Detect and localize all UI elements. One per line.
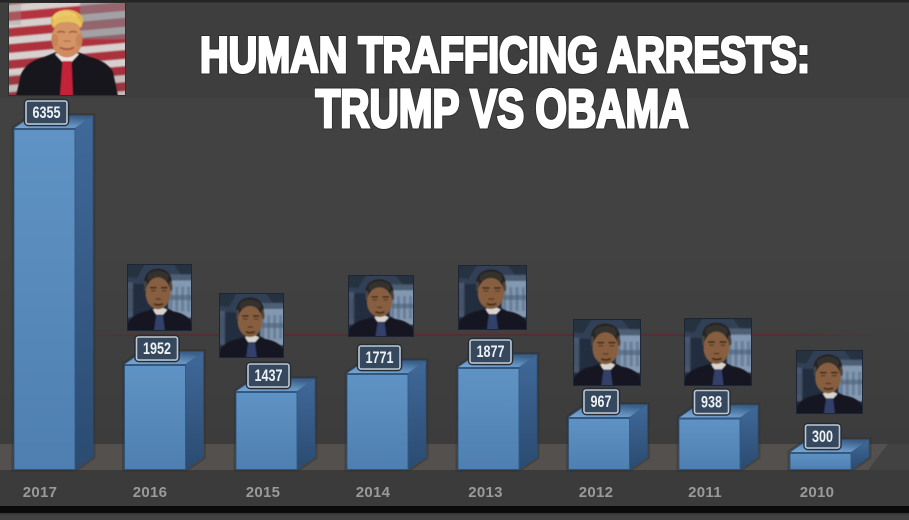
svg-text:967: 967 [591, 392, 612, 411]
svg-text:300: 300 [812, 427, 833, 446]
svg-text:2012: 2012 [579, 484, 614, 501]
svg-text:TRUMP VS OBAMA: TRUMP VS OBAMA [316, 79, 689, 139]
svg-text:1771: 1771 [366, 348, 394, 367]
svg-text:HUMAN TRAFFICING ARRESTS:: HUMAN TRAFFICING ARRESTS: [200, 27, 810, 83]
svg-text:2013: 2013 [468, 484, 503, 501]
svg-text:6355: 6355 [33, 103, 61, 122]
svg-text:1877: 1877 [477, 342, 505, 361]
svg-text:1437: 1437 [255, 366, 283, 385]
svg-text:2016: 2016 [133, 484, 168, 501]
svg-text:2014: 2014 [356, 484, 391, 501]
svg-text:938: 938 [701, 393, 722, 412]
svg-text:TRUMP VS OBAMA: TRUMP VS OBAMA [316, 79, 689, 139]
svg-text:1952: 1952 [143, 339, 171, 358]
svg-text:2015: 2015 [246, 484, 281, 501]
svg-text:HUMAN TRAFFICING ARRESTS:: HUMAN TRAFFICING ARRESTS: [200, 27, 810, 83]
svg-text:2017: 2017 [23, 484, 58, 501]
svg-text:2010: 2010 [800, 484, 835, 501]
svg-text:2011: 2011 [688, 484, 722, 501]
